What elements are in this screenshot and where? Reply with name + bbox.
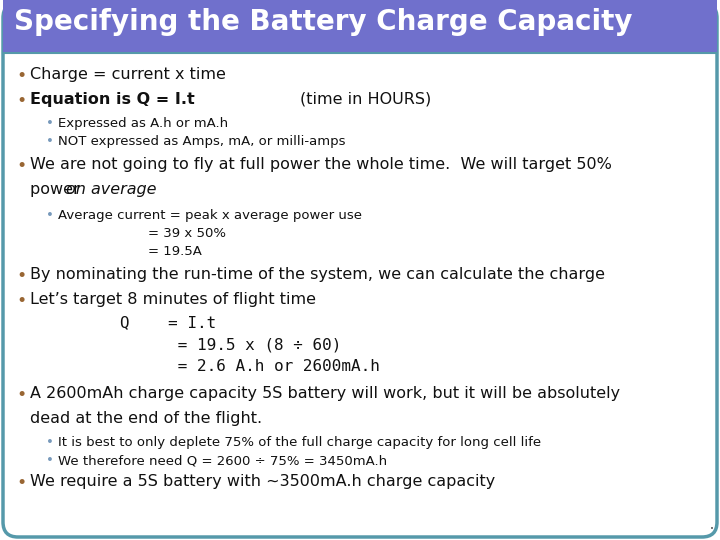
Text: Charge = current x time: Charge = current x time xyxy=(30,67,226,82)
Text: •: • xyxy=(46,454,54,467)
Bar xyxy=(3,34,717,52)
Text: •: • xyxy=(16,474,26,492)
Text: NOT expressed as Amps, mA, or milli-amps: NOT expressed as Amps, mA, or milli-amps xyxy=(58,135,346,148)
Text: •: • xyxy=(16,386,26,404)
Text: on average: on average xyxy=(66,182,156,197)
Text: It is best to only deplete 75% of the full charge capacity for long cell life: It is best to only deplete 75% of the fu… xyxy=(58,436,541,449)
FancyBboxPatch shape xyxy=(3,0,717,52)
Text: •: • xyxy=(46,117,54,130)
FancyBboxPatch shape xyxy=(3,3,717,537)
Text: •: • xyxy=(46,436,54,449)
Text: = 19.5 x (8 ÷ 60): = 19.5 x (8 ÷ 60) xyxy=(120,337,341,352)
Text: •: • xyxy=(16,92,26,110)
Text: •: • xyxy=(710,526,714,532)
Text: Q    = I.t: Q = I.t xyxy=(120,315,216,330)
Text: Let’s target 8 minutes of flight time: Let’s target 8 minutes of flight time xyxy=(30,292,316,307)
Text: •: • xyxy=(16,292,26,310)
Text: Equation is Q = I.t: Equation is Q = I.t xyxy=(30,92,194,107)
Text: Average current = peak x average power use: Average current = peak x average power u… xyxy=(58,209,362,222)
Text: •: • xyxy=(16,67,26,85)
Text: •: • xyxy=(16,267,26,285)
Text: We therefore need Q = 2600 ÷ 75% = 3450mA.h: We therefore need Q = 2600 ÷ 75% = 3450m… xyxy=(58,454,387,467)
Text: dead at the end of the flight.: dead at the end of the flight. xyxy=(30,411,262,426)
Text: power: power xyxy=(30,182,85,197)
Text: Specifying the Battery Charge Capacity: Specifying the Battery Charge Capacity xyxy=(14,8,632,36)
Text: = 39 x 50%: = 39 x 50% xyxy=(148,227,226,240)
Text: •: • xyxy=(46,209,54,222)
Text: = 2.6 A.h or 2600mA.h: = 2.6 A.h or 2600mA.h xyxy=(120,359,380,374)
Text: (time in HOURS): (time in HOURS) xyxy=(300,92,431,107)
Text: We require a 5S battery with ~3500mA.h charge capacity: We require a 5S battery with ~3500mA.h c… xyxy=(30,474,495,489)
Text: •: • xyxy=(46,135,54,148)
Text: A 2600mAh charge capacity 5S battery will work, but it will be absolutely: A 2600mAh charge capacity 5S battery wil… xyxy=(30,386,620,401)
Text: Expressed as A.h or mA.h: Expressed as A.h or mA.h xyxy=(58,117,228,130)
Text: We are not going to fly at full power the whole time.  We will target 50%: We are not going to fly at full power th… xyxy=(30,157,612,172)
Text: By nominating the run-time of the system, we can calculate the charge: By nominating the run-time of the system… xyxy=(30,267,605,282)
Text: •: • xyxy=(16,157,26,175)
Text: = 19.5A: = 19.5A xyxy=(148,245,202,258)
